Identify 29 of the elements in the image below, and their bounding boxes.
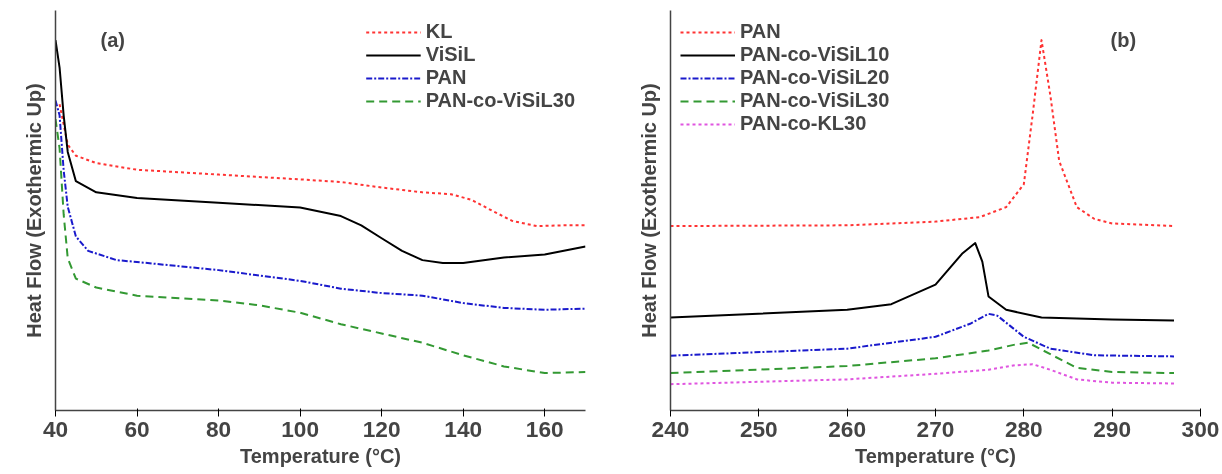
x-tick-label: 100: [281, 415, 320, 442]
annotation: (a): [100, 28, 125, 51]
x-tick-label: 250: [739, 415, 778, 442]
x-tick-label: 80: [205, 415, 232, 442]
legend-label: PAN-co-ViSiL30: [425, 89, 575, 112]
x-tick-label: 60: [124, 415, 150, 442]
x-tick-label: 280: [1004, 415, 1043, 442]
legend-label: PAN: [740, 20, 781, 43]
legend-label: PAN-co-KL30: [740, 112, 867, 135]
legend-label: PAN-co-ViSiL20: [740, 66, 890, 89]
x-tick-label: 260: [828, 415, 867, 442]
legend-label: PAN-co-ViSiL30: [740, 89, 890, 112]
x-tick-label: 140: [444, 415, 483, 442]
x-tick-label: 240: [651, 415, 690, 442]
x-tick-label: 120: [362, 415, 401, 442]
x-tick-label: 40: [42, 415, 69, 442]
x-tick-label: 290: [1093, 415, 1132, 442]
x-tick-label: 270: [916, 415, 955, 442]
annotation: (b): [1110, 28, 1137, 51]
legend-label: ViSiL: [425, 43, 476, 66]
x-tick-label: 300: [1181, 415, 1220, 442]
x-axis-title: Temperature (°C): [240, 444, 402, 467]
y-axis-title: Heat Flow (Exothermic Up): [637, 83, 660, 338]
y-axis-title: Heat Flow (Exothermic Up): [22, 83, 45, 338]
legend-label: PAN-co-ViSiL10: [740, 43, 890, 66]
legend-label: PAN: [425, 66, 467, 89]
x-tick-label: 160: [525, 415, 564, 442]
x-axis-title: Temperature (°C): [855, 444, 1017, 467]
legend-label: KL: [425, 20, 453, 43]
